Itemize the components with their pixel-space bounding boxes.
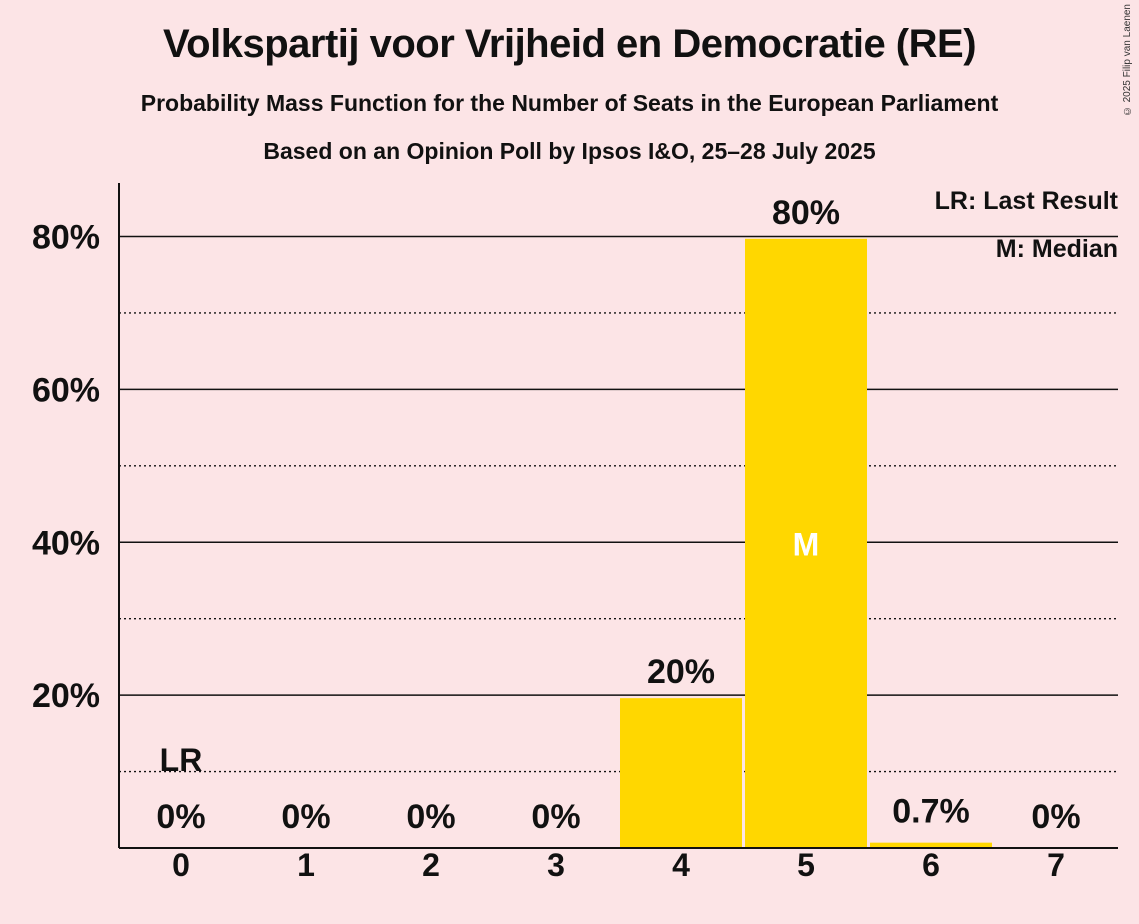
data-label: 0% bbox=[531, 798, 580, 836]
legend-median: M: Median bbox=[996, 235, 1118, 263]
x-tick-label: 7 bbox=[1047, 847, 1065, 883]
chart-subtitle: Probability Mass Function for the Number… bbox=[140, 90, 999, 116]
data-label: 80% bbox=[772, 194, 840, 232]
x-tick-label: 6 bbox=[922, 847, 940, 883]
y-tick-label: 20% bbox=[32, 677, 100, 715]
data-label: 0.7% bbox=[892, 793, 970, 831]
bars-layer bbox=[620, 238, 992, 849]
bar bbox=[620, 698, 742, 848]
data-label: 0% bbox=[156, 798, 205, 836]
y-tick-label: 40% bbox=[32, 524, 100, 562]
data-label: 20% bbox=[647, 653, 715, 691]
y-tick-label: 80% bbox=[32, 219, 100, 257]
x-tick-label: 4 bbox=[672, 847, 690, 883]
data-label: 0% bbox=[406, 798, 455, 836]
last-result-marker: LR bbox=[160, 742, 203, 778]
grid-layer bbox=[119, 235, 1118, 773]
x-tick-label: 3 bbox=[547, 847, 565, 883]
bar bbox=[870, 842, 992, 848]
data-label: 0% bbox=[1031, 798, 1080, 836]
legend-last-result: LR: Last Result bbox=[935, 187, 1119, 215]
x-tick-label: 2 bbox=[422, 847, 440, 883]
bar bbox=[745, 238, 867, 849]
median-marker: M bbox=[793, 526, 820, 562]
chart-source: Based on an Opinion Poll by Ipsos I&O, 2… bbox=[263, 138, 876, 164]
chart-title: Volkspartij voor Vrijheid en Democratie … bbox=[162, 22, 977, 66]
data-label: 0% bbox=[281, 798, 330, 836]
labels-layer: 20%40%60%80%0%00%10%20%320%480%50.7%60%7… bbox=[32, 194, 1081, 883]
x-tick-label: 1 bbox=[297, 847, 315, 883]
x-tick-label: 5 bbox=[797, 847, 815, 883]
x-tick-label: 0 bbox=[172, 847, 190, 883]
axis-layer bbox=[118, 183, 1118, 849]
y-tick-label: 60% bbox=[32, 371, 100, 409]
